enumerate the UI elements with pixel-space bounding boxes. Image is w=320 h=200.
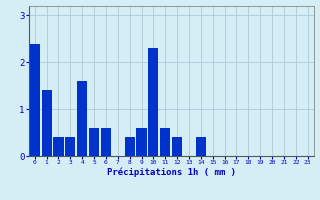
Bar (89, 128, 99, 156)
Bar (77, 81, 87, 156)
Bar (196, 137, 206, 156)
Bar (42, 90, 52, 156)
Bar (53, 137, 63, 156)
X-axis label: Précipitations 1h ( mm ): Précipitations 1h ( mm ) (107, 168, 236, 177)
Bar (124, 137, 135, 156)
Bar (172, 137, 182, 156)
Bar (101, 128, 111, 156)
Bar (65, 137, 76, 156)
Bar (160, 128, 170, 156)
Bar (30, 44, 40, 156)
Bar (148, 48, 158, 156)
Bar (137, 128, 147, 156)
